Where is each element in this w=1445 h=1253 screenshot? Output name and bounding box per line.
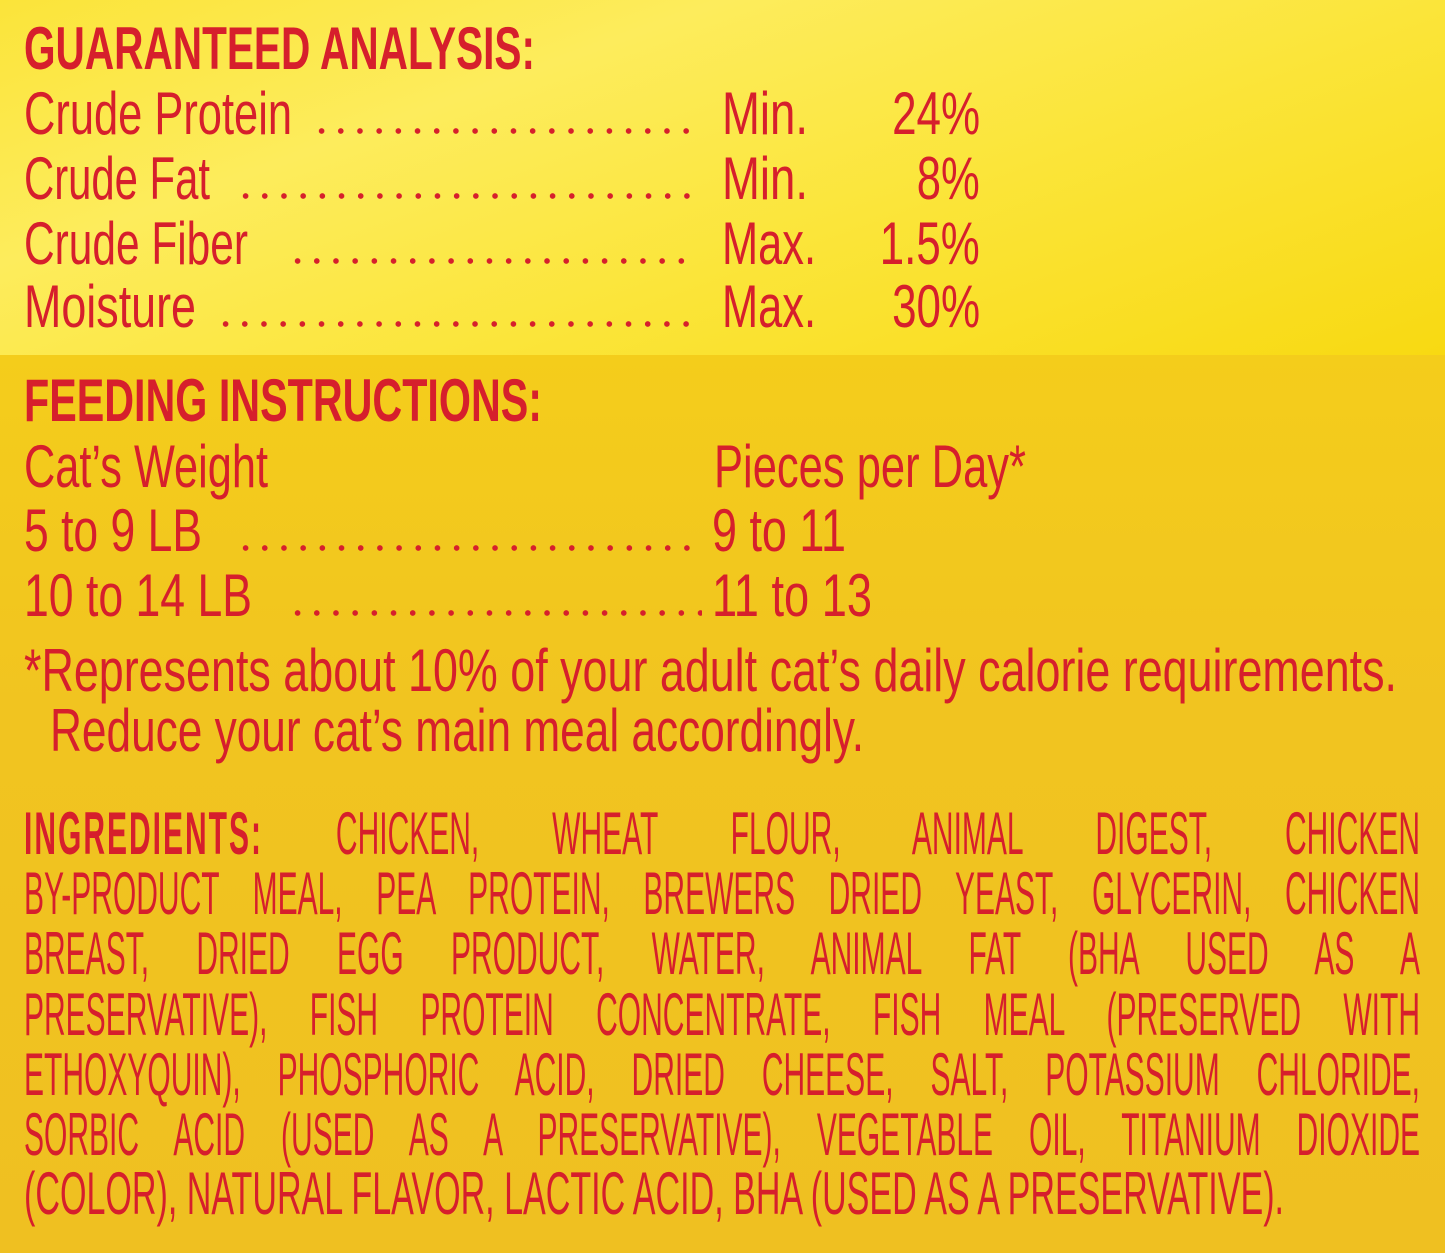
feeding-footnote: *Represents about 10% of your adult cat’… [24,637,1397,704]
feeding-col-pieces: Pieces per Day* [714,433,1026,500]
dot-leader [216,320,697,328]
dot-leader [288,609,702,617]
analysis-qualifier: Max. [722,210,816,277]
analysis-label-moisture: Moisture [24,273,196,340]
ingredients-line: ETHOXYQUIN), PHOSPHORIC ACID, DRIED CHEE… [24,1041,1420,1108]
analysis-value: 30% [892,273,980,340]
analysis-qualifier: Min. [722,80,808,147]
analysis-title: GUARANTEED ANALYSIS: [24,15,535,82]
analysis-value: 8% [917,145,980,212]
ingredients-label: INGREDIENTS: [24,800,264,867]
feeding-weight: 10 to 14 LB [24,562,253,629]
ingredients-line: BREAST, DRIED EGG PRODUCT, WATER, ANIMAL… [24,920,1420,987]
ingredients-line: BY-PRODUCT MEAL, PEA PROTEIN, BREWERS DR… [24,860,1420,927]
feeding-pieces: 9 to 11 [712,497,846,564]
ingredients-text: CHICKEN, WHEAT FLOUR, ANIMAL DIGEST, CHI… [335,800,1420,867]
analysis-qualifier: Min. [722,145,808,212]
dot-leader [312,127,697,135]
ingredients-line: (COLOR), NATURAL FLAVOR, LACTIC ACID, BH… [24,1160,1284,1227]
analysis-value: 24% [892,80,980,147]
dot-leader [236,544,702,552]
ingredients-line: PRESERVATIVE), FISH PROTEIN CONCENTRATE,… [24,981,1420,1048]
ingredients-line: INGREDIENTS: CHICKEN, WHEAT FLOUR, ANIMA… [24,804,1420,864]
feeding-ingredients-panel [0,355,1445,1253]
feeding-title: FEEDING INSTRUCTIONS: [24,367,542,434]
analysis-label-protein: Crude Protein [24,80,292,147]
dot-leader [236,192,697,200]
analysis-panel [0,0,1445,355]
feeding-pieces: 11 to 13 [712,562,872,629]
ingredients-line: SORBIC ACID (USED AS A PRESERVATIVE), VE… [24,1101,1420,1168]
feeding-col-weight: Cat’s Weight [24,433,268,500]
feeding-footnote: Reduce your cat’s main meal accordingly. [50,697,864,764]
feeding-weight: 5 to 9 LB [24,497,202,564]
analysis-qualifier: Max. [722,273,816,340]
analysis-label-fiber: Crude Fiber [24,210,248,277]
analysis-value: 1.5% [880,210,980,277]
analysis-label-fat: Crude Fat [24,145,210,212]
dot-leader [288,257,697,265]
